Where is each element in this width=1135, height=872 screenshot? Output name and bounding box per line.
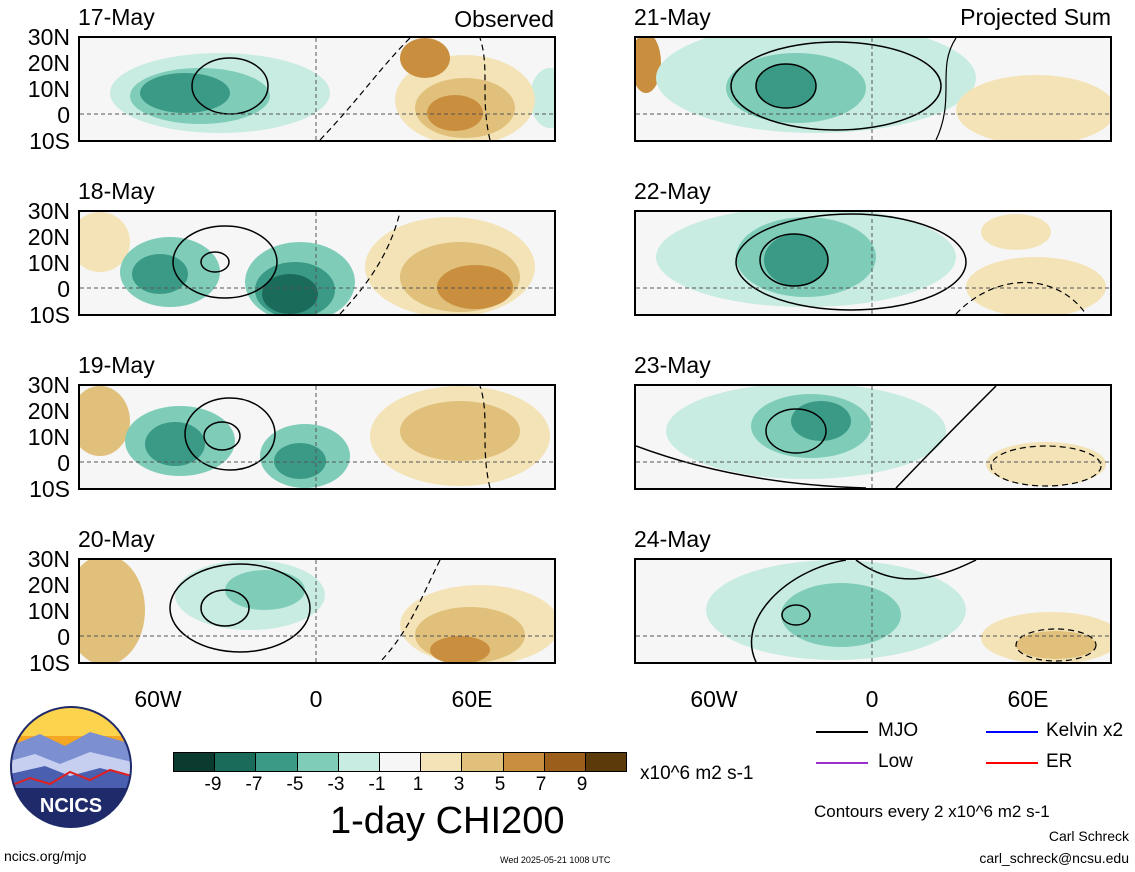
colorbar-tick-label: 9 xyxy=(576,774,588,795)
logo-text: NCICS xyxy=(40,795,102,817)
y-tick: 0 xyxy=(57,276,70,302)
panel-date-19-may: 19-May xyxy=(78,352,155,378)
legend-line-kelvin xyxy=(986,731,1038,733)
x-tick-left-0: 0 xyxy=(309,686,323,712)
panel-date-22-may: 22-May xyxy=(634,178,711,204)
y-tick: 10N xyxy=(27,598,70,624)
colorbar-swatch xyxy=(420,753,462,771)
map-field xyxy=(636,386,1110,488)
legend-label-mjo: MJO xyxy=(878,720,919,741)
map-panel-20-may xyxy=(78,558,556,664)
colorbar-tick-label: 5 xyxy=(494,774,506,795)
y-tick: 30N xyxy=(27,24,70,50)
panel-date-17-may: 17-May xyxy=(78,4,155,30)
y-tick: 0 xyxy=(57,450,70,476)
map-field xyxy=(80,560,554,662)
y-tick: 20N xyxy=(27,224,70,250)
x-tick-left-60w: 60W xyxy=(134,686,182,712)
legend-line-er xyxy=(986,762,1038,764)
legend-line-mjo xyxy=(816,731,868,733)
author: Carl Schreck xyxy=(1048,828,1129,844)
y-tick: 10S xyxy=(29,650,70,676)
legend-label-kelvin: Kelvin x2 xyxy=(1046,720,1124,741)
colorbar-tick-label: -3 xyxy=(327,774,345,795)
colorbar-title: 1-day CHI200 xyxy=(330,800,565,842)
y-tick: 30N xyxy=(27,372,70,398)
y-tick: 30N xyxy=(27,198,70,224)
observed-label: Observed xyxy=(454,6,554,32)
map-field xyxy=(80,38,554,140)
map-field xyxy=(80,386,554,488)
author-email[interactable]: carl_schreck@ncsu.edu xyxy=(979,850,1129,866)
colorbar-swatch xyxy=(543,753,585,771)
legend-label-er: ER xyxy=(1046,751,1073,772)
colorbar xyxy=(173,752,627,772)
y-tick: 20N xyxy=(27,50,70,76)
legend-label-low: Low xyxy=(878,751,913,772)
colorbar-tick-label: -5 xyxy=(286,774,304,795)
colorbar-tick-label: 7 xyxy=(535,774,547,795)
colorbar-swatch xyxy=(461,753,503,771)
panel-date-21-may: 21-May xyxy=(634,4,711,30)
y-tick: 10N xyxy=(27,424,70,450)
colorbar-swatch xyxy=(337,753,379,771)
y-tick: 10S xyxy=(29,476,70,502)
colorbar-tick-label: 3 xyxy=(453,774,465,795)
panel-date-20-may: 20-May xyxy=(78,526,155,552)
y-tick: 20N xyxy=(27,572,70,598)
panel-date-18-may: 18-May xyxy=(78,178,155,204)
colorbar-swatch xyxy=(174,753,215,771)
map-panel-18-may xyxy=(78,210,556,316)
panel-date-23-may: 23-May xyxy=(634,352,711,378)
map-panel-17-may xyxy=(78,36,556,142)
colorbar-swatch xyxy=(255,753,297,771)
y-tick: 0 xyxy=(57,102,70,128)
x-tick-right-60w: 60W xyxy=(690,686,738,712)
map-panel-22-may xyxy=(634,210,1112,316)
x-tick-right-0: 0 xyxy=(865,686,879,712)
y-tick: 10N xyxy=(27,250,70,276)
colorbar-swatch xyxy=(214,753,256,771)
contour-note: Contours every 2 x10^6 m2 s-1 xyxy=(814,802,1050,821)
projected-label: Projected Sum xyxy=(960,4,1111,30)
y-tick: 20N xyxy=(27,398,70,424)
map-panel-24-may xyxy=(634,558,1112,664)
y-tick: 10N xyxy=(27,76,70,102)
map-field xyxy=(636,38,1110,140)
colorbar-units: x10^6 m2 s-1 xyxy=(640,763,754,784)
colorbar-swatch xyxy=(502,753,544,771)
colorbar-swatch xyxy=(296,753,338,771)
colorbar-swatch xyxy=(378,753,421,771)
y-tick: 10S xyxy=(29,302,70,328)
map-panel-23-may xyxy=(634,384,1112,490)
logo-icon: NCICS xyxy=(10,706,132,828)
map-field xyxy=(636,212,1110,314)
panel-date-24-may: 24-May xyxy=(634,526,711,552)
colorbar-tick-label: -1 xyxy=(368,774,386,795)
x-tick-left-60e: 60E xyxy=(451,686,493,712)
x-tick-right-60e: 60E xyxy=(1007,686,1049,712)
map-field xyxy=(80,212,554,314)
colorbar-tick-label: 1 xyxy=(412,774,424,795)
map-panel-21-may xyxy=(634,36,1112,142)
site-link[interactable]: ncics.org/mjo xyxy=(4,848,87,864)
colorbar-tick-label: -7 xyxy=(245,774,263,795)
y-tick: 10S xyxy=(29,128,70,154)
map-field xyxy=(636,560,1110,662)
colorbar-tick-label: -9 xyxy=(204,774,222,795)
y-tick: 30N xyxy=(27,546,70,572)
legend-line-low xyxy=(816,762,868,764)
map-panel-19-may xyxy=(78,384,556,490)
y-tick: 0 xyxy=(57,624,70,650)
ncics-logo: NCICS xyxy=(10,706,132,828)
colorbar-swatch xyxy=(584,753,627,771)
timestamp: Wed 2025-05-21 1008 UTC xyxy=(500,855,611,865)
